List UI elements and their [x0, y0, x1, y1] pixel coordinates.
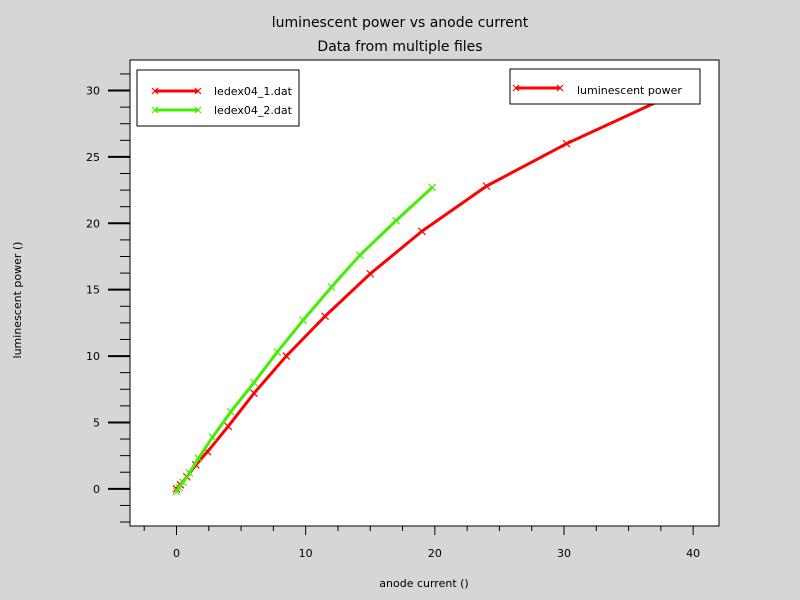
x-axis: 0 10 20 30 40 — [143, 526, 700, 560]
x-tick-label: 40 — [686, 547, 700, 560]
y-tick-label: 20 — [86, 217, 100, 230]
data-point — [327, 283, 336, 291]
chart-title: luminescent power vs anode current — [272, 15, 529, 31]
data-point — [392, 216, 401, 225]
data-point — [562, 139, 571, 148]
data-point — [194, 454, 203, 463]
series-2 — [172, 183, 437, 496]
data-point — [299, 316, 308, 325]
x-tick-label: 0 — [173, 547, 180, 560]
y-axis-label: luminescent power () — [11, 242, 24, 359]
data-point — [282, 352, 291, 360]
legend-secondary-label: luminescent power — [577, 84, 682, 97]
y-axis: 0 5 10 15 20 25 30 — [86, 73, 130, 523]
y-tick-label: 25 — [86, 151, 100, 164]
data-point — [482, 182, 491, 191]
legend-marker — [194, 87, 202, 95]
legend-marker — [151, 87, 159, 95]
chart-subtitle: Data from multiple files — [317, 39, 482, 55]
data-point — [355, 251, 364, 260]
data-point — [172, 487, 181, 496]
data-point — [185, 468, 194, 477]
legend-label: ledex04_2.dat — [214, 104, 293, 117]
legend: ledex04_1.dat ledex04_2.dat — [136, 69, 300, 127]
legend-label: ledex04_1.dat — [214, 85, 293, 98]
data-point — [175, 483, 184, 492]
data-point — [273, 348, 282, 357]
y-tick-label: 0 — [93, 483, 100, 496]
data-point — [179, 478, 187, 487]
x-tick-label: 10 — [299, 547, 313, 560]
data-point — [428, 183, 437, 192]
data-point — [321, 312, 329, 321]
data-point — [224, 422, 233, 431]
data-point — [226, 407, 235, 416]
y-tick-label: 30 — [86, 85, 100, 98]
x-tick-label: 20 — [428, 547, 442, 560]
legend-marker — [151, 106, 159, 114]
legend-box — [136, 69, 300, 127]
data-point — [250, 378, 258, 387]
data-point — [208, 433, 217, 441]
legend-secondary-marker — [512, 84, 564, 92]
data-point — [250, 389, 258, 398]
legend-secondary: luminescent power — [509, 68, 701, 105]
x-axis-label: anode current () — [379, 577, 468, 590]
y-tick-label: 10 — [86, 350, 100, 363]
plot-area — [129, 59, 720, 527]
data-point — [366, 269, 375, 278]
y-tick-label: 15 — [86, 284, 100, 297]
legend-marker — [194, 106, 202, 114]
data-point — [417, 227, 426, 236]
x-tick-label: 30 — [557, 547, 571, 560]
y-tick-label: 5 — [93, 416, 100, 429]
